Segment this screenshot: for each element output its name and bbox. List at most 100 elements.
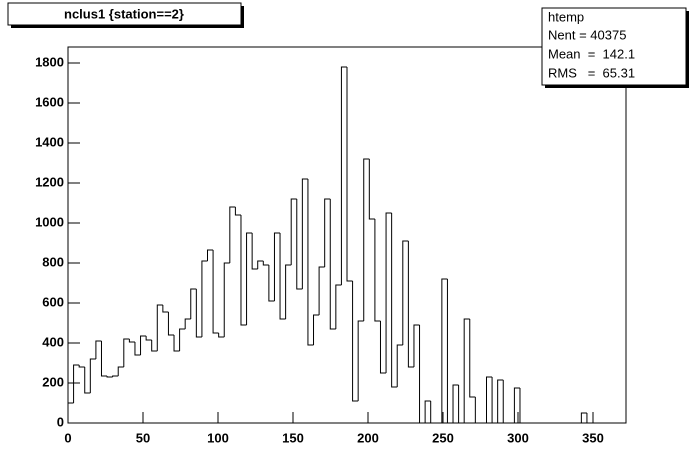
histogram-bin [262,261,269,266]
histogram-bin [234,207,241,216]
histogram-bin [78,365,85,368]
histogram-bin [396,344,403,387]
histogram-bin [73,364,80,403]
y-tick-label: 1000 [35,214,64,229]
histogram-bin [357,320,364,401]
histogram-bin [413,324,420,367]
stats-line: Mean = 142.1 [548,46,635,61]
y-tick-label: 1600 [35,94,64,109]
histogram-bin [128,339,135,343]
histogram-bin [100,341,108,377]
histogram-bin [374,219,381,322]
histogram-bin [402,240,409,345]
histogram-bin [441,278,448,423]
histogram-bin [207,249,214,261]
histogram-bin [335,284,342,329]
histogram-bin [162,305,169,313]
histogram-bin [463,318,470,423]
histogram-bin [379,321,387,374]
histogram-bin [430,401,437,424]
histogram-bin [117,366,124,376]
histogram-bin [313,314,320,345]
x-tick-label: 350 [582,430,604,445]
title-box [7,2,242,26]
histogram-bin [285,264,292,319]
histogram-bin [419,325,426,424]
y-tick-label: 1200 [35,174,64,189]
histogram-bin [307,179,314,346]
histogram-bin [167,312,175,336]
histogram-bin [218,333,225,338]
histogram-bin [519,388,526,424]
histogram-bin [452,384,459,423]
histogram-bin [229,206,236,263]
histogram-bin [486,376,493,423]
histogram-bin [223,262,230,337]
histogram-bin [212,250,219,334]
y-tick-label: 0 [57,414,64,429]
histogram-bin [84,367,91,394]
histogram-bin [246,232,253,325]
histogram-bin [156,304,163,351]
histogram-bin [363,158,370,321]
histogram-bin [329,199,336,330]
histogram-bin [424,400,431,423]
histogram-bin [145,336,152,341]
histogram-bin [123,338,130,367]
histogram-bin [251,233,258,270]
histogram-bin [296,199,303,290]
histogram-bin [407,241,414,368]
histogram-bin [385,212,392,373]
histogram-bin [112,375,119,377]
histogram-bin [279,233,286,320]
stats-box [541,7,687,86]
histogram-bin [474,397,481,424]
histogram-bin [391,213,398,388]
histogram-bin [586,413,593,424]
histogram-bin [290,198,297,265]
histogram-bin [502,380,509,424]
histogram-bin [106,376,113,378]
histogram-bin [469,319,476,398]
histogram-bin [67,402,74,423]
y-tick-label: 1400 [35,134,64,149]
histogram-bin [446,279,454,424]
x-tick-label: 200 [357,430,379,445]
x-tick-label: 0 [64,430,71,445]
x-tick-label: 300 [507,430,529,445]
histogram-bin [257,260,264,269]
histogram-bin [134,342,141,356]
histogram-bin [151,340,158,352]
histogram-bin [346,67,353,282]
x-tick-label: 250 [432,430,454,445]
y-tick-label: 800 [42,254,64,269]
histogram-bin [268,265,275,302]
histogram-bin [240,215,247,326]
x-tick-label: 150 [282,430,304,445]
histogram-bin [173,335,180,352]
histogram-bin [140,335,147,355]
stats-line: RMS = 65.31 [548,65,635,80]
y-tick-label: 600 [42,294,64,309]
x-tick-label: 50 [136,430,150,445]
histogram-bin [352,281,359,402]
stats-line: Nent = 40375 [548,27,626,42]
histogram-bin [513,387,520,423]
y-tick-label: 1800 [35,54,64,69]
x-tick-label: 100 [207,430,229,445]
frame [67,46,627,424]
stats-title: htemp [548,9,584,24]
histogram-bin [89,358,96,393]
histogram-bin [340,66,347,285]
histogram-bin [95,340,102,359]
y-tick-label: 200 [42,374,64,389]
histogram-bin [273,232,281,301]
histogram-bin [318,266,325,315]
histogram-bin [184,318,191,329]
histogram-bin [458,385,465,424]
histogram-bin [179,328,186,351]
histogram-bin [195,289,202,338]
histogram-bin [497,379,504,423]
histogram-bin [368,159,375,220]
